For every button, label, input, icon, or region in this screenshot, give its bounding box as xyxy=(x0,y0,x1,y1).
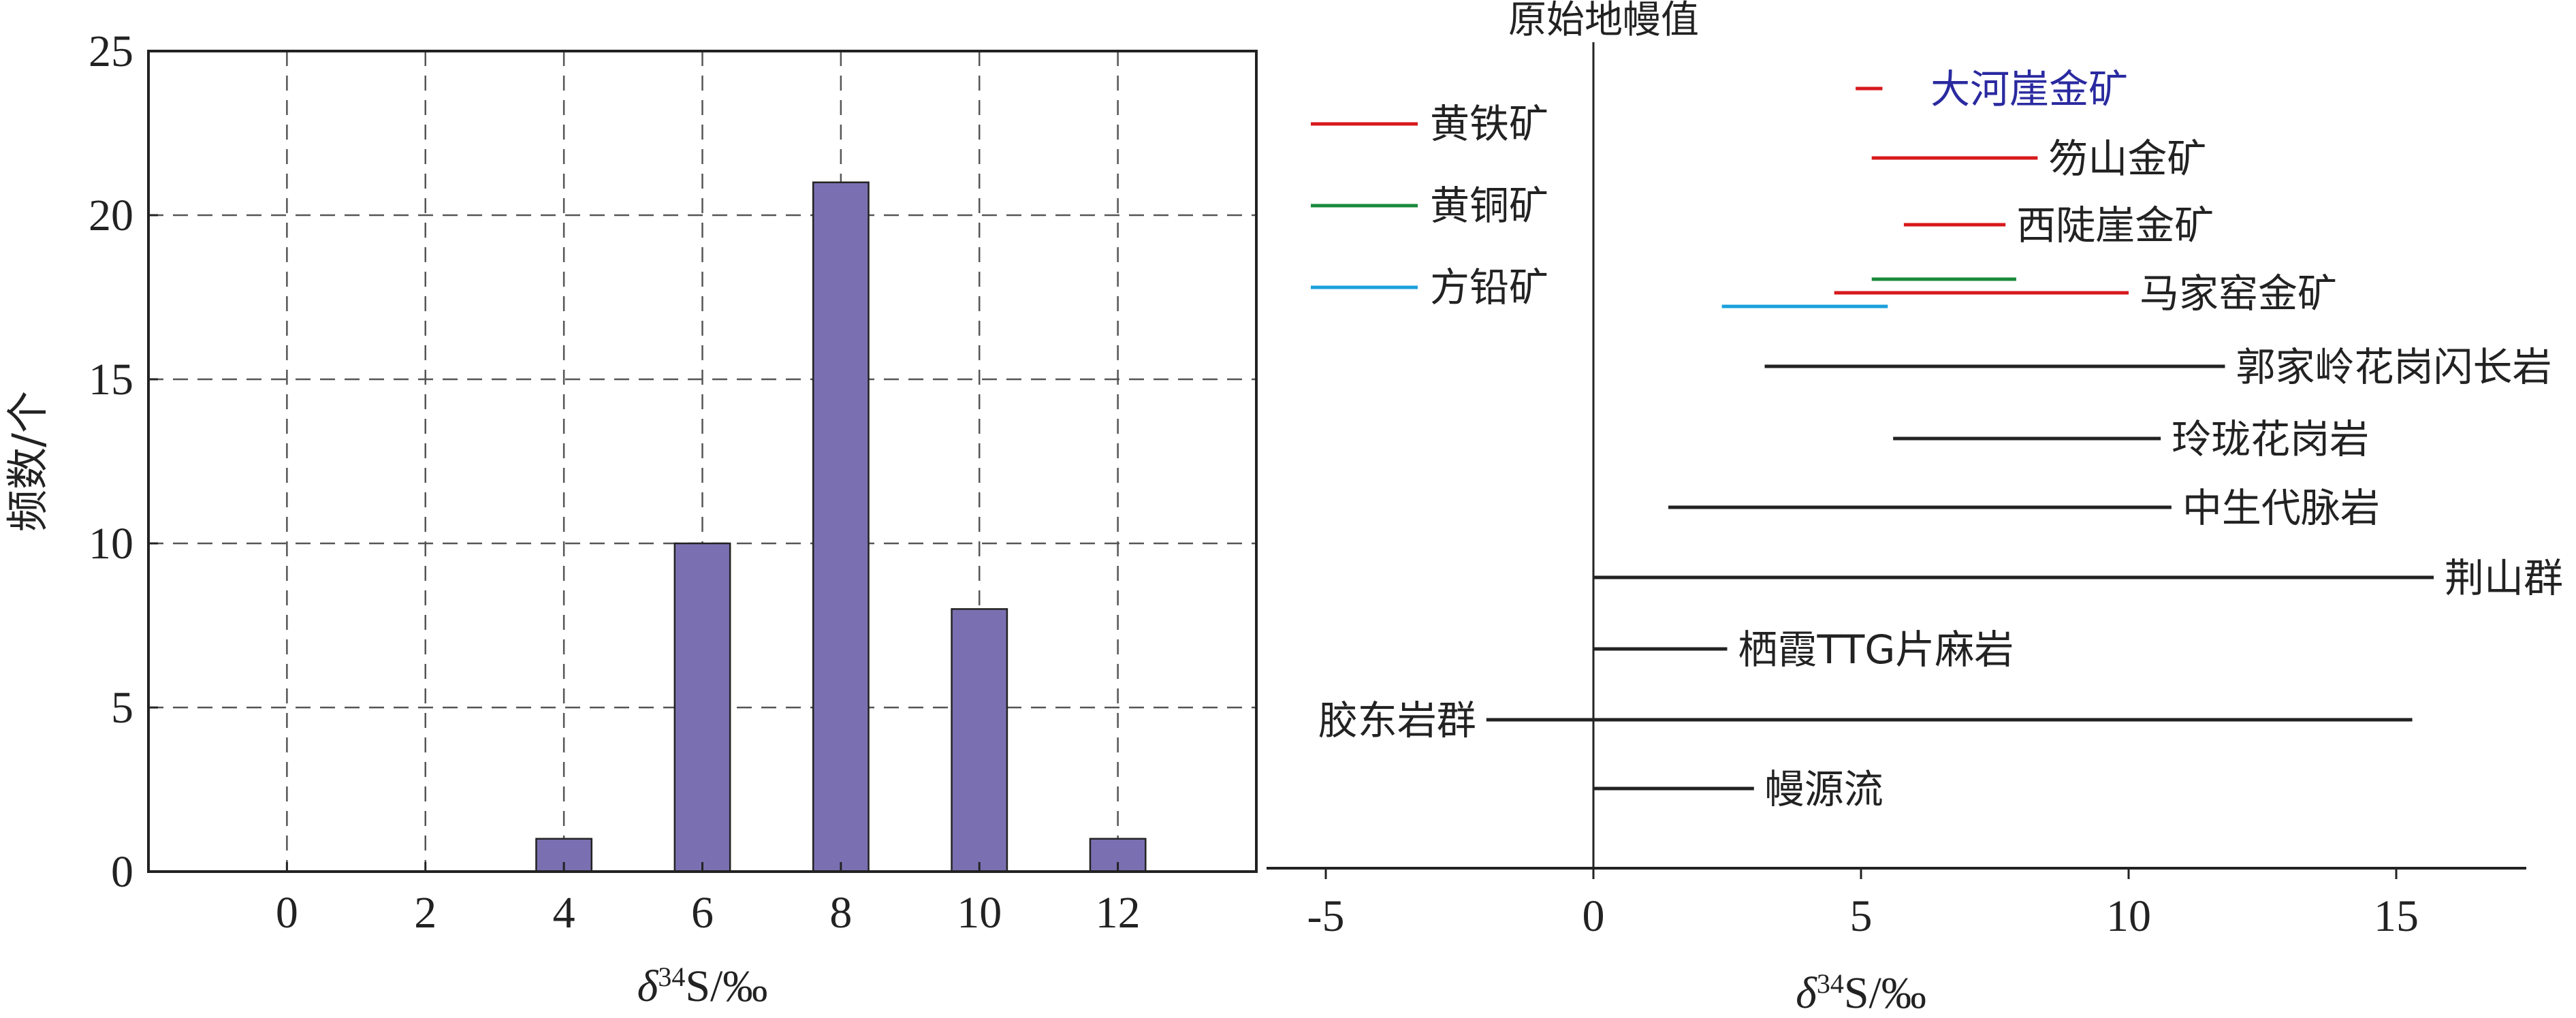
y-tick-label: 25 xyxy=(89,27,133,76)
range-label-8: 荆山群 xyxy=(2445,555,2563,601)
x-tick-label: 5 xyxy=(1850,891,1873,941)
range-label-7: 中生代脉岩 xyxy=(2182,485,2380,531)
isotope-range-bars: 大河崖金矿笏山金矿西陡崖金矿马家窑金矿郭家岭花岗闪长岩玲珑花岗岩中生代脉岩荆山群… xyxy=(1318,66,2563,812)
histogram-y-axis-label: 频数/个 xyxy=(3,391,52,532)
range-label-4: 马家窑金矿 xyxy=(2140,270,2337,317)
range-label-3: 西陡崖金矿 xyxy=(2016,202,2214,249)
legend-label-3: 方铅矿 xyxy=(1430,264,1548,311)
histogram-y-ticks: 0 5 10 15 20 25 xyxy=(89,27,158,897)
x-tick-label: 0 xyxy=(276,888,298,938)
histogram-bars xyxy=(535,181,1147,873)
range-label-9: 栖霞TTG片麻岩 xyxy=(1738,626,2014,673)
range-label-5: 郭家岭花岗闪长岩 xyxy=(2236,344,2551,390)
range-label-1: 大河崖金矿 xyxy=(1930,66,2128,112)
x-tick-label: -5 xyxy=(1307,891,1345,941)
y-tick-label: 10 xyxy=(89,519,133,569)
x-tick-label: 10 xyxy=(957,888,1002,938)
x-tick-label: 10 xyxy=(2106,891,2151,941)
range-x-ticks: -5 0 5 10 15 xyxy=(1307,868,2419,941)
histogram-x-axis-label: δ34S/‰ xyxy=(637,961,768,1012)
histogram-bar xyxy=(673,542,731,873)
histogram-grid xyxy=(148,51,1256,872)
x-tick-label: 8 xyxy=(829,888,852,938)
x-tick-label: 15 xyxy=(2374,891,2419,941)
range-label-6: 玲珑花岗岩 xyxy=(2172,416,2369,462)
histogram-bar xyxy=(812,181,870,873)
legend-label-1: 黄铁矿 xyxy=(1430,101,1548,147)
y-tick-label: 0 xyxy=(111,847,133,897)
x-tick-label: 6 xyxy=(691,888,714,938)
y-tick-label: 15 xyxy=(89,355,133,404)
x-tick-label: 0 xyxy=(1583,891,1605,941)
range-label-2: 笏山金矿 xyxy=(2048,136,2206,182)
y-tick-label: 5 xyxy=(111,683,133,733)
range-label-11: 幔源流 xyxy=(1765,766,1883,812)
histogram-x-ticks: 0 2 4 6 8 10 12 xyxy=(276,862,1141,938)
mantle-reference-label: 原始地幔值 xyxy=(1508,0,1699,42)
x-tick-label: 2 xyxy=(414,888,436,938)
legend-label-2: 黄铜矿 xyxy=(1430,182,1548,229)
y-tick-label: 20 xyxy=(89,191,133,240)
range-x-axis-label: δ34S/‰ xyxy=(1796,968,1926,1018)
x-tick-label: 12 xyxy=(1096,888,1141,938)
histogram-bar xyxy=(951,608,1008,873)
histogram-panel: 0 2 4 6 8 10 12 0 5 10 15 20 25 δ34S/‰ 频数/个 xyxy=(3,27,1258,1012)
x-tick-label: 4 xyxy=(553,888,575,938)
range-label-10: 胶东岩群 xyxy=(1318,697,1476,744)
